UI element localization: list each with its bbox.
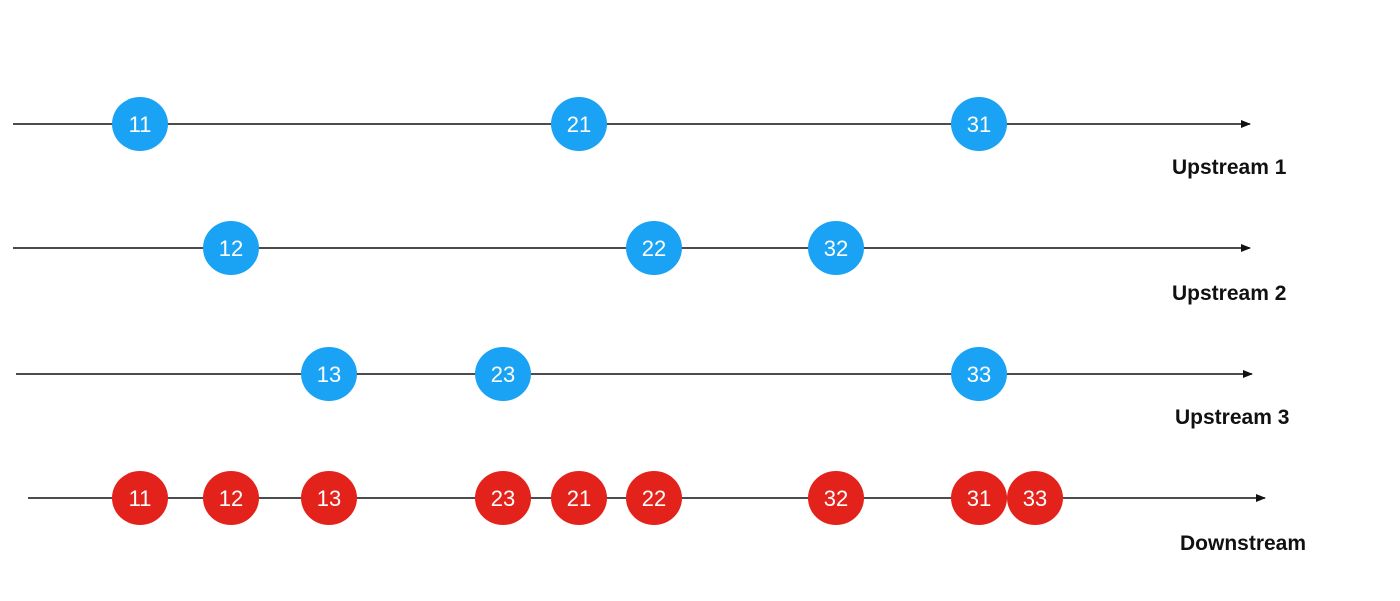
marble-label: 33	[1023, 486, 1047, 511]
marble-circle	[951, 471, 1007, 525]
upstream-2-marble-32: 32	[808, 221, 864, 275]
marble-circle	[203, 471, 259, 525]
marble-circle	[808, 471, 864, 525]
marble-label: 33	[967, 362, 991, 387]
upstream-1-marble-21: 21	[551, 97, 607, 151]
marble-circle	[301, 347, 357, 401]
downstream-marble-32: 32	[808, 471, 864, 525]
downstream-marble-23: 23	[475, 471, 531, 525]
upstream-3-marble-33: 33	[951, 347, 1007, 401]
upstream-1-label: Upstream 1	[1172, 156, 1287, 179]
marble-circle	[626, 221, 682, 275]
marble-label: 23	[491, 362, 515, 387]
marble-circle	[551, 97, 607, 151]
downstream-marble-31: 31	[951, 471, 1007, 525]
marble-circle	[203, 221, 259, 275]
upstream-2-label: Upstream 2	[1172, 282, 1286, 305]
upstream-2-stream: 12 22 32 Upstream 2	[13, 221, 1286, 305]
downstream-marble-21: 21	[551, 471, 607, 525]
downstream-marble-13: 13	[301, 471, 357, 525]
marble-circle	[475, 347, 531, 401]
upstream-1-marble-11: 11	[112, 97, 168, 151]
marble-label: 12	[219, 236, 243, 261]
marble-circle	[551, 471, 607, 525]
downstream-marble-12: 12	[203, 471, 259, 525]
marble-label: 22	[642, 236, 666, 261]
marble-label: 31	[967, 486, 991, 511]
marble-label: 22	[642, 486, 666, 511]
marble-circle	[301, 471, 357, 525]
upstream-3-stream: 13 23 33 Upstream 3	[16, 347, 1289, 429]
marble-circle	[626, 471, 682, 525]
marble-label: 12	[219, 486, 243, 511]
upstream-1-stream: 11 21 31 Upstream 1	[13, 97, 1287, 179]
marble-label: 21	[567, 486, 591, 511]
upstream-2-marble-22: 22	[626, 221, 682, 275]
marble-label: 31	[967, 112, 991, 137]
upstream-2-marble-12: 12	[203, 221, 259, 275]
downstream-marble-33: 33	[1007, 471, 1063, 525]
marble-label: 11	[129, 486, 152, 511]
marble-label: 13	[317, 486, 341, 511]
marble-circle	[808, 221, 864, 275]
marble-label: 32	[824, 486, 848, 511]
marble-circle	[112, 471, 168, 525]
marble-label: 13	[317, 362, 341, 387]
upstream-1-marble-31: 31	[951, 97, 1007, 151]
marble-circle	[951, 347, 1007, 401]
downstream-marble-22: 22	[626, 471, 682, 525]
marble-circle	[112, 97, 168, 151]
downstream-stream: 11 12 13 23 21 22 32 31 33 Downstream	[28, 471, 1306, 555]
downstream-label: Downstream	[1180, 532, 1306, 555]
marble-label: 32	[824, 236, 848, 261]
marble-label: 23	[491, 486, 515, 511]
upstream-3-label: Upstream 3	[1175, 406, 1289, 429]
marble-label: 21	[567, 112, 591, 137]
marble-label: 11	[129, 112, 152, 137]
upstream-3-marble-23: 23	[475, 347, 531, 401]
marble-circle	[951, 97, 1007, 151]
marble-circle	[1007, 471, 1063, 525]
upstream-3-marble-13: 13	[301, 347, 357, 401]
marble-circle	[475, 471, 531, 525]
downstream-marble-11: 11	[112, 471, 168, 525]
